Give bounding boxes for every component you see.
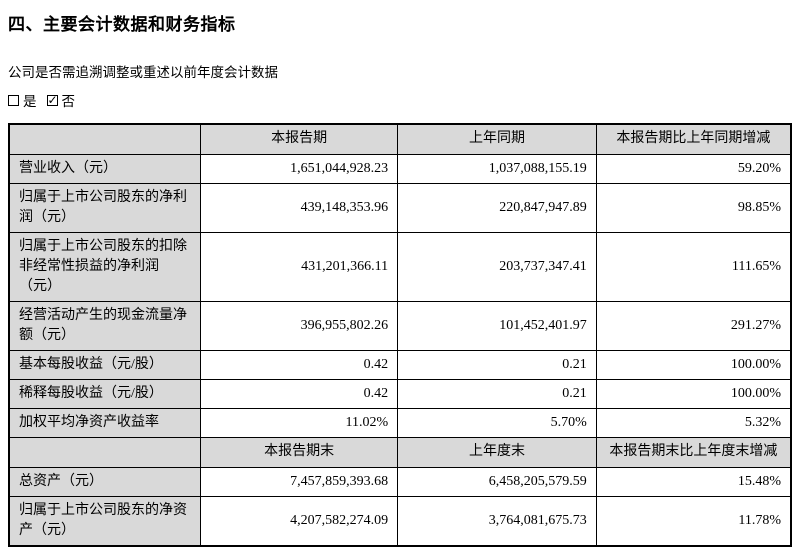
value-current: 4,207,582,274.09: [200, 495, 399, 546]
restate-option-no-label: 否: [61, 94, 76, 109]
section-title: 四、主要会计数据和财务指标: [8, 15, 236, 34]
table-row-revenue: 营业收入（元） 1,651,044,928.23 1,037,088,155.1…: [8, 153, 792, 184]
value-prior: 5.70%: [397, 407, 597, 438]
row-label: 基本每股收益（元/股）: [8, 349, 202, 380]
restate-option-yes-label: 是: [23, 94, 37, 109]
value-current: 396,955,802.26: [200, 300, 399, 351]
row-label: 归属于上市公司股东的扣除非经常性损益的净利润（元）: [8, 231, 202, 302]
table-row-net-assets: 归属于上市公司股东的净资产（元） 4,207,582,274.09 3,764,…: [8, 495, 792, 546]
value-change: 59.20%: [595, 153, 792, 184]
value-change: 111.65%: [595, 231, 792, 302]
table-row-operating-cash-flow: 经营活动产生的现金流量净额（元） 396,955,802.26 101,452,…: [8, 300, 792, 351]
table-row-diluted-eps: 稀释每股收益（元/股） 0.42 0.21 100.00%: [8, 378, 792, 409]
value-prior: 6,458,205,579.59: [397, 466, 597, 497]
financial-indicators-table: 本报告期 上年同期 本报告期比上年同期增减 营业收入（元） 1,651,044,…: [8, 123, 792, 547]
header-cell-empty: [8, 436, 202, 468]
value-current: 7,457,859,393.68: [200, 466, 399, 497]
value-current: 1,651,044,928.23: [200, 153, 399, 184]
restatement-question: 公司是否需追溯调整或重述以前年度会计数据: [8, 65, 278, 80]
value-prior: 203,737,347.41: [397, 231, 597, 302]
row-label: 稀释每股收益（元/股）: [8, 378, 202, 409]
value-current: 439,148,353.96: [200, 182, 399, 233]
value-current: 0.42: [200, 378, 399, 409]
value-prior: 220,847,947.89: [397, 182, 597, 233]
value-change: 100.00%: [595, 349, 792, 380]
header-cell-endpoint-change: 本报告期末比上年度末增减: [595, 436, 792, 468]
value-prior: 101,452,401.97: [397, 300, 597, 351]
table-row-net-profit: 归属于上市公司股东的净利润（元） 439,148,353.96 220,847,…: [8, 182, 792, 233]
restatement-options: 是 否: [8, 90, 792, 110]
header-cell-current-period: 本报告期: [200, 123, 399, 155]
row-label: 总资产（元）: [8, 466, 202, 497]
value-change: 5.32%: [595, 407, 792, 438]
row-label: 加权平均净资产收益率: [8, 407, 202, 438]
value-current: 431,201,366.11: [200, 231, 399, 302]
period-header-row: 本报告期 上年同期 本报告期比上年同期增减: [8, 123, 792, 155]
value-change: 11.78%: [595, 495, 792, 546]
header-cell-empty: [8, 123, 202, 155]
value-change: 100.00%: [595, 378, 792, 409]
value-current: 0.42: [200, 349, 399, 380]
table-row-basic-eps: 基本每股收益（元/股） 0.42 0.21 100.00%: [8, 349, 792, 380]
endpoint-header-row: 本报告期末 上年度末 本报告期末比上年度末增减: [8, 436, 792, 468]
row-label: 营业收入（元）: [8, 153, 202, 184]
value-prior: 0.21: [397, 378, 597, 409]
restate-option-yes[interactable]: 是: [8, 90, 37, 110]
checkbox-yes-icon[interactable]: [8, 94, 19, 106]
row-label: 归属于上市公司股东的净资产（元）: [8, 495, 202, 546]
checkbox-no-icon[interactable]: [46, 93, 58, 107]
value-change: 98.85%: [595, 182, 792, 233]
value-current: 11.02%: [200, 407, 399, 438]
table-row-weighted-roe: 加权平均净资产收益率 11.02% 5.70% 5.32%: [8, 407, 792, 438]
value-prior: 3,764,081,675.73: [397, 495, 597, 546]
header-cell-prior-period: 上年同期: [397, 123, 597, 155]
table-row-total-assets: 总资产（元） 7,457,859,393.68 6,458,205,579.59…: [8, 466, 792, 497]
header-cell-prior-year-end: 上年度末: [397, 436, 597, 468]
value-prior: 1,037,088,155.19: [397, 153, 597, 184]
header-cell-period-end: 本报告期末: [200, 436, 399, 468]
restate-option-no[interactable]: 否: [46, 90, 76, 110]
header-cell-period-change: 本报告期比上年同期增减: [595, 123, 792, 155]
table-row-net-profit-excl-nonrecurring: 归属于上市公司股东的扣除非经常性损益的净利润（元） 431,201,366.11…: [8, 231, 792, 302]
row-label: 归属于上市公司股东的净利润（元）: [8, 182, 202, 233]
value-prior: 0.21: [397, 349, 597, 380]
row-label: 经营活动产生的现金流量净额（元）: [8, 300, 202, 351]
value-change: 15.48%: [595, 466, 792, 497]
value-change: 291.27%: [595, 300, 792, 351]
